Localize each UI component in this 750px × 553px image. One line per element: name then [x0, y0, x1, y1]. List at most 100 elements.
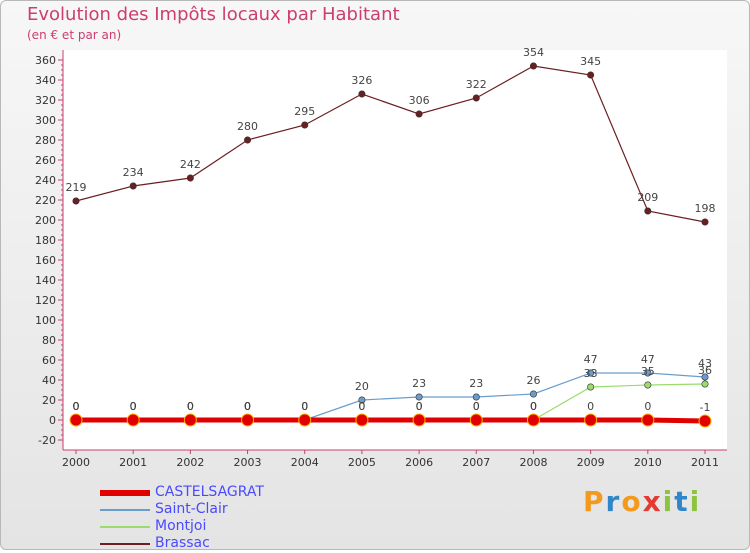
logo-letter: x [642, 485, 663, 518]
y-tick-label: 260 [35, 154, 56, 167]
logo-letter: r [605, 485, 622, 518]
data-point-brassac [472, 94, 480, 102]
data-label-saint-clair: 0 [301, 400, 308, 413]
data-label-brassac: 209 [637, 191, 658, 204]
data-point-castelsagrat [298, 413, 312, 427]
data-point-castelsagrat [241, 413, 255, 427]
data-label-montjoi: 0 [244, 400, 251, 413]
y-tick-label: 80 [42, 334, 56, 347]
data-point-brassac [701, 218, 709, 226]
y-tick-label: 0 [49, 414, 56, 427]
data-point-castelsagrat [641, 413, 655, 427]
y-tick-label: 320 [35, 94, 56, 107]
legend-label-montjoi: Montjoi [155, 518, 207, 534]
data-label-castelsagrat: 0 [358, 400, 365, 413]
data-point-montjoi [587, 383, 595, 391]
y-tick-label: 340 [35, 74, 56, 87]
data-label-saint-clair: 0 [73, 400, 80, 413]
data-point-saint-clair [701, 373, 709, 381]
series-line-brassac [75, 65, 706, 223]
y-tick-label: 360 [35, 54, 56, 67]
data-point-brassac [129, 182, 137, 190]
y-tick-label: 300 [35, 114, 56, 127]
data-label-brassac: 322 [466, 78, 487, 91]
data-point-brassac [587, 71, 595, 79]
data-point-castelsagrat [526, 413, 540, 427]
data-point-brassac [415, 110, 423, 118]
data-point-castelsagrat [69, 413, 83, 427]
data-label-brassac: 280 [237, 120, 258, 133]
logo-letter: i [662, 485, 675, 518]
data-label-saint-clair: 23 [412, 377, 426, 390]
data-label-castelsagrat: 0 [473, 400, 480, 413]
x-tick-label: 2011 [691, 456, 719, 469]
data-label-castelsagrat: 0 [130, 400, 137, 413]
data-label-montjoi: 33 [584, 367, 598, 380]
x-tick-label: 2005 [348, 456, 376, 469]
data-label-saint-clair: 0 [130, 400, 137, 413]
y-tick-label: 180 [35, 234, 56, 247]
data-label-montjoi: 0 [530, 400, 537, 413]
data-point-castelsagrat [126, 413, 140, 427]
proxiti-logo: Proxiti [583, 485, 701, 518]
legend-label-castelsagrat: CASTELSAGRAT [155, 484, 264, 500]
data-point-brassac [301, 121, 309, 129]
data-label-saint-clair: 20 [355, 380, 369, 393]
data-label-brassac: 295 [294, 105, 315, 118]
y-tick-label: -20 [38, 434, 56, 447]
data-point-castelsagrat [412, 413, 426, 427]
data-label-saint-clair: 47 [641, 353, 655, 366]
data-label-castelsagrat: 0 [301, 400, 308, 413]
data-label-castelsagrat: 0 [416, 400, 423, 413]
data-label-brassac: 234 [123, 166, 144, 179]
plot-area [63, 50, 727, 450]
legend-swatch-saint-clair [100, 509, 150, 511]
x-tick-label: 2000 [62, 456, 90, 469]
data-point-castelsagrat [584, 413, 598, 427]
data-label-brassac: 354 [523, 46, 544, 59]
data-point-saint-clair [644, 369, 652, 377]
data-label-montjoi: 0 [130, 400, 137, 413]
data-label-saint-clair: 47 [584, 353, 598, 366]
data-label-brassac: 242 [180, 158, 201, 171]
data-point-saint-clair [415, 393, 423, 401]
data-point-montjoi [644, 381, 652, 389]
data-label-castelsagrat: -1 [700, 401, 711, 414]
legend-swatch-castelsagrat [100, 490, 150, 496]
data-label-saint-clair: 26 [526, 374, 540, 387]
y-tick-label: 280 [35, 134, 56, 147]
data-label-saint-clair: 43 [698, 357, 712, 370]
x-tick-label: 2001 [119, 456, 147, 469]
chart-title: Evolution des Impôts locaux par Habitant [27, 4, 400, 25]
data-point-saint-clair [587, 369, 595, 377]
data-label-brassac: 198 [695, 202, 716, 215]
data-label-montjoi: 35 [641, 365, 655, 378]
data-label-castelsagrat: 0 [644, 400, 651, 413]
y-tick-label: 20 [42, 394, 56, 407]
data-point-castelsagrat [469, 413, 483, 427]
logo-letter: t [674, 485, 690, 518]
data-label-montjoi: 0 [301, 400, 308, 413]
x-tick-label: 2009 [577, 456, 605, 469]
data-label-saint-clair: 0 [244, 400, 251, 413]
data-label-montjoi: 0 [416, 400, 423, 413]
data-label-brassac: 326 [351, 74, 372, 87]
legend-item-brassac: Brassac [100, 535, 360, 553]
legend-item-castelsagrat: CASTELSAGRAT [100, 484, 360, 502]
data-label-castelsagrat: 0 [244, 400, 251, 413]
data-label-castelsagrat: 0 [587, 400, 594, 413]
data-point-brassac [529, 62, 537, 70]
y-tick-label: 200 [35, 214, 56, 227]
data-label-saint-clair: 0 [187, 400, 194, 413]
data-point-brassac [72, 197, 80, 205]
y-tick-label: 100 [35, 314, 56, 327]
data-point-saint-clair [472, 393, 480, 401]
data-point-montjoi [701, 380, 709, 388]
data-label-montjoi: 0 [473, 400, 480, 413]
x-tick-label: 2008 [519, 456, 547, 469]
data-label-castelsagrat: 0 [530, 400, 537, 413]
logo-letter: P [583, 485, 606, 518]
data-label-saint-clair: 23 [469, 377, 483, 390]
x-tick-label: 2002 [176, 456, 204, 469]
